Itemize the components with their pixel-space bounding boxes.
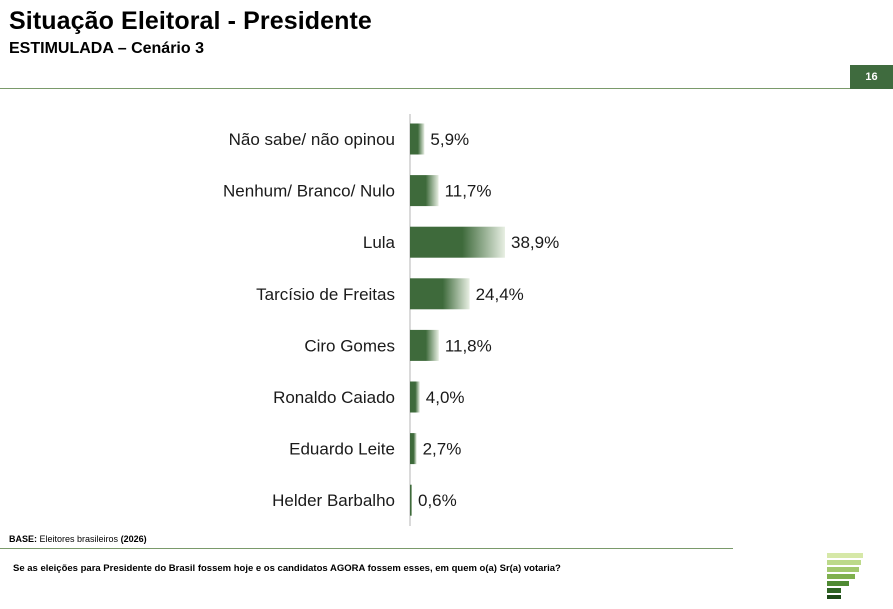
value-label: 11,7% (445, 182, 492, 201)
value-label: 5,9% (430, 130, 469, 149)
category-label: Helder Barbalho (272, 491, 395, 510)
bar (410, 381, 420, 413)
category-label: Não sabe/ não opinou (229, 130, 395, 149)
value-label: 11,8% (445, 336, 492, 355)
base-year: (2026) (120, 534, 147, 544)
bar (410, 226, 505, 258)
brand-logo-icon (827, 553, 863, 599)
base-label: BASE: (9, 534, 38, 544)
bar (410, 484, 412, 516)
value-label: 2,7% (423, 440, 462, 459)
category-label: Lula (363, 233, 396, 252)
base-note: BASE: Eleitores brasileiros (2026) (9, 534, 147, 544)
category-label: Ronaldo Caiado (273, 388, 395, 407)
bar (410, 123, 425, 155)
bars-layer: Não sabe/ não opinou 5,9% Nenhum/ Branco/ … (223, 123, 559, 516)
page-title: Situação Eleitoral - Presidente (9, 7, 372, 35)
page-number-badge: 16 (850, 65, 893, 89)
value-label: 0,6% (418, 491, 457, 510)
page-subtitle: ESTIMULADA – Cenário 3 (9, 40, 204, 57)
category-label: Nenhum/ Branco/ Nulo (223, 182, 395, 201)
value-label: 38,9% (511, 233, 559, 252)
value-label: 24,4% (476, 285, 524, 304)
header-divider (0, 88, 850, 89)
base-text: Eleitores brasileiros (39, 534, 119, 544)
category-label: Tarcísio de Freitas (256, 285, 395, 304)
bar (410, 175, 439, 207)
bar (410, 329, 439, 361)
survey-question: Se as eleições para Presidente do Brasil… (13, 563, 561, 574)
value-label: 4,0% (426, 388, 465, 407)
footer-divider (0, 548, 733, 549)
category-label: Eduardo Leite (289, 440, 395, 459)
category-label: Ciro Gomes (304, 336, 395, 355)
bar (410, 278, 470, 310)
bar (410, 433, 417, 465)
